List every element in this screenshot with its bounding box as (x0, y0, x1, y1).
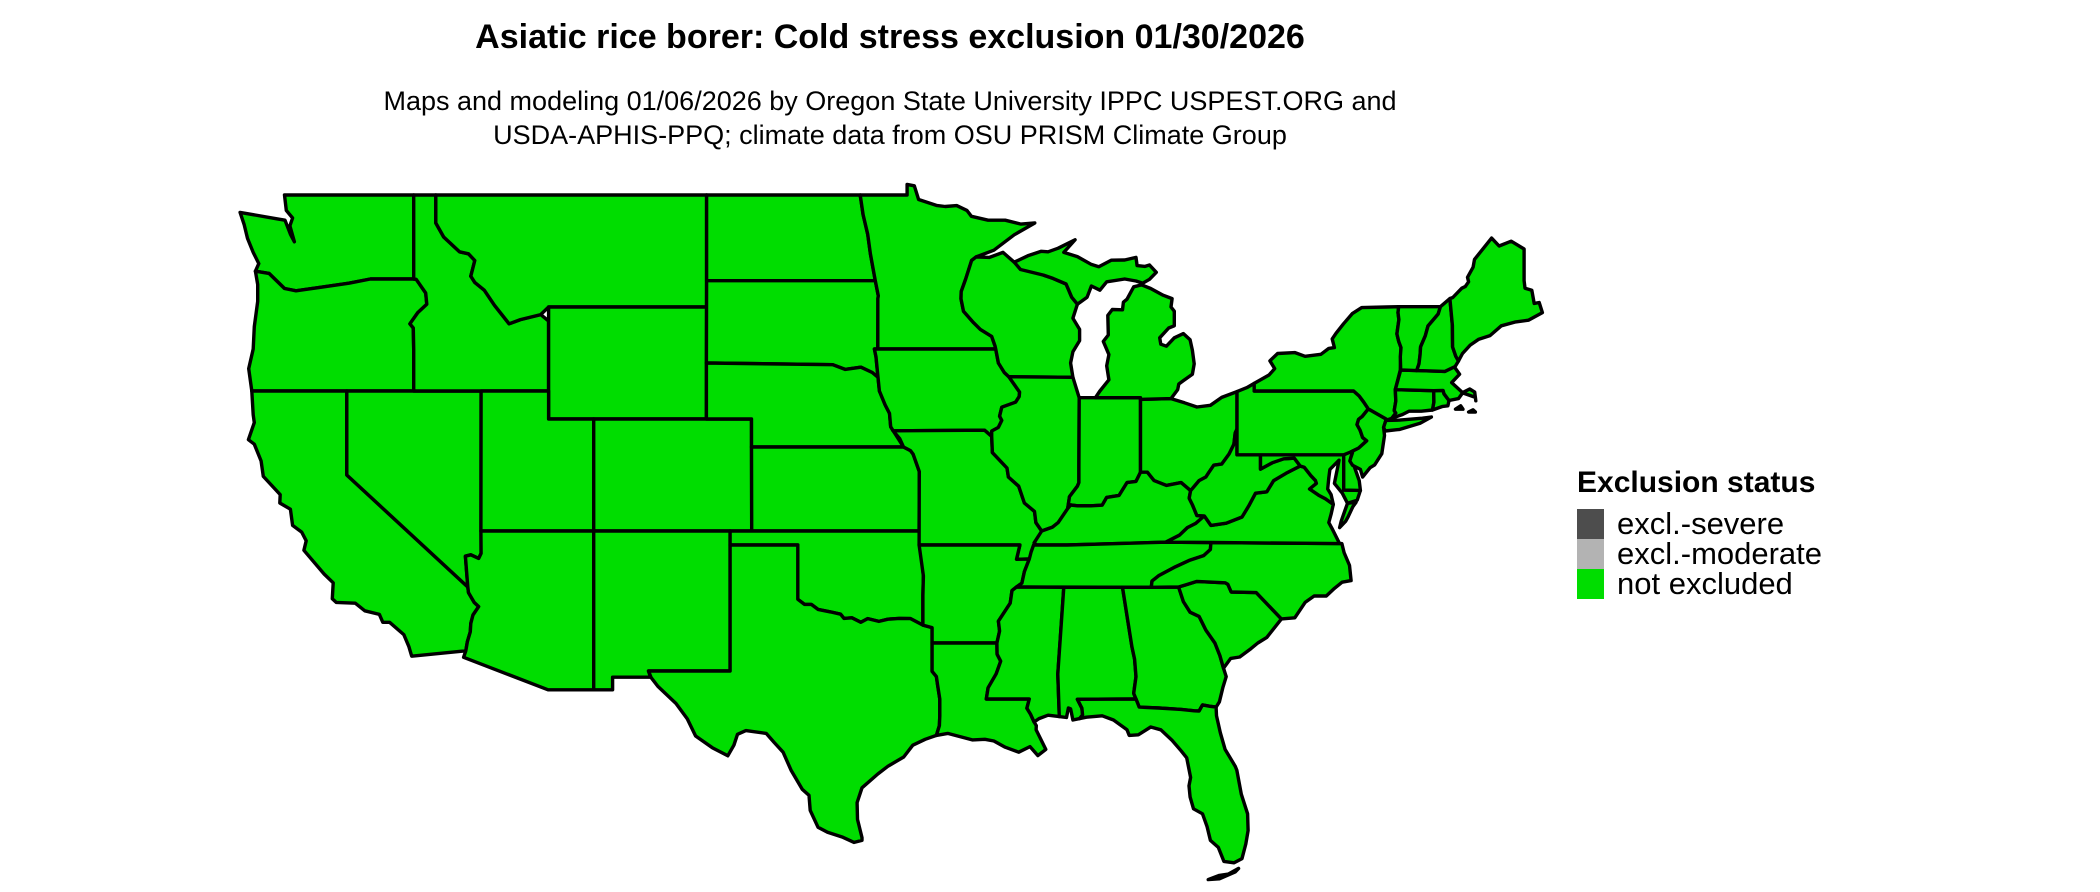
state-new-jersey (1348, 407, 1388, 479)
attribution-line-1: Maps and modeling 01/06/2026 by Oregon S… (383, 86, 1397, 116)
state-michigan (1012, 238, 1196, 402)
state-kansas (749, 445, 921, 533)
legend-swatch-not-excluded (1577, 569, 1604, 599)
state-wyoming (546, 305, 709, 421)
state-maryland (1258, 453, 1363, 507)
legend-swatch-excl-moderate (1577, 539, 1604, 569)
legend-title: Exclusion status (1577, 466, 1816, 499)
legend-label: not excluded (1617, 566, 1793, 601)
legend-swatch-excl-severe (1577, 509, 1604, 539)
state-colorado (592, 417, 754, 533)
state-mississippi (984, 585, 1066, 724)
state-maine (1448, 236, 1545, 363)
state-connecticut (1390, 387, 1436, 421)
state-florida (1075, 697, 1250, 882)
attribution-line-2: USDA-APHIS-PPQ; climate data from OSU PR… (493, 120, 1287, 150)
state-texas (646, 543, 942, 845)
legend-label: excl.-severe (1617, 506, 1785, 541)
map-attribution: Maps and modeling 01/06/2026 by Oregon S… (190, 84, 1590, 152)
state-oregon (247, 269, 429, 393)
state-arizona (461, 529, 596, 692)
legend: Exclusion status excl.-severe excl.-moder… (1577, 466, 1822, 599)
legend-label: excl.-moderate (1617, 536, 1823, 571)
legend-rows: excl.-severe excl.-moderate not excluded (1577, 506, 1823, 601)
state-north-dakota (704, 193, 877, 283)
legend-item: excl.-severe (1577, 506, 1822, 541)
page-title: Asiatic rice borer: Cold stress exclusio… (475, 18, 1305, 56)
state-new-mexico (592, 529, 732, 692)
state-north-carolina (1149, 540, 1353, 621)
legend-item: not excluded (1577, 566, 1822, 601)
legend-item: excl.-moderate (1577, 536, 1823, 571)
state-pennsylvania (1235, 381, 1370, 457)
